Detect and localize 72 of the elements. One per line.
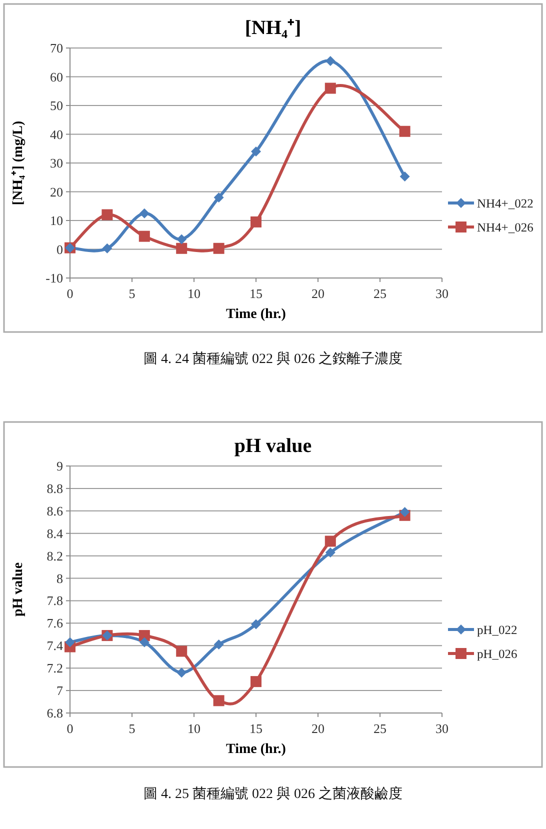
point [250, 216, 262, 228]
x-tick-label: 20 [312, 286, 324, 301]
point [324, 536, 336, 547]
y-tick-label: -10 [46, 270, 63, 286]
point [213, 695, 224, 706]
point [176, 242, 188, 254]
x-tick-label: 20 [312, 721, 324, 736]
y-tick-label: 30 [50, 156, 63, 170]
y-tick-label: 7.6 [46, 616, 64, 631]
point [176, 646, 188, 657]
y-tick-label: 9 [56, 458, 63, 474]
point [138, 230, 150, 242]
x-tick-label: 15 [250, 286, 262, 301]
y-axis-title: [NH₄⁺] (mg/L) [11, 120, 26, 206]
x-tick-label: 25 [374, 721, 386, 736]
chart-title: [NH₄⁺] [244, 17, 302, 39]
legend-label: pH_022 [477, 623, 518, 637]
y-tick-label: 60 [50, 69, 63, 84]
y-tick-label: 10 [50, 213, 63, 228]
legend-label: NH4+_022 [477, 196, 534, 210]
caption: 圖 4. 25 菌種編號 022 與 026 之菌液酸鹼度 [144, 786, 402, 802]
point [139, 208, 150, 218]
y-tick-label: 20 [50, 184, 63, 200]
chart-title: pH value [234, 435, 312, 457]
point [214, 192, 224, 202]
x-tick-label: 0 [66, 286, 74, 301]
x-tick-label: 10 [188, 286, 200, 301]
y-tick-label: 7.4 [46, 638, 64, 654]
x-axis-title: Time (hr.) [226, 742, 286, 757]
x-tick-label: 30 [436, 286, 448, 301]
point [139, 637, 150, 648]
y-tick-label: 8 [56, 570, 63, 586]
x-tick-label: 15 [250, 721, 262, 736]
point [400, 507, 410, 518]
point [214, 640, 224, 650]
point [65, 637, 75, 648]
y-tick-label: 6.8 [46, 706, 63, 720]
x-tick-label: 5 [128, 721, 136, 736]
y-tick-label: 8.8 [46, 480, 63, 496]
y-tick-label: 8.4 [46, 526, 64, 541]
x-tick-label: 30 [436, 721, 448, 736]
y-axis-title: pH value [11, 562, 26, 617]
y-tick-label: 40 [50, 126, 63, 142]
legend-label: NH4+_026 [477, 220, 534, 234]
x-tick-label: 0 [66, 721, 74, 736]
point [324, 82, 336, 94]
point [176, 668, 187, 678]
point [213, 242, 224, 254]
point [250, 676, 262, 688]
y-tick-label: 50 [50, 98, 63, 113]
x-tick-label: 10 [188, 721, 200, 736]
point [400, 172, 410, 182]
x-tick-label: 5 [128, 286, 136, 301]
point [251, 146, 261, 156]
legend-label: pH_026 [477, 647, 518, 661]
y-tick-label: 0 [56, 242, 63, 257]
point [102, 209, 113, 220]
x-axis-title: Time (hr.) [226, 307, 286, 322]
point [325, 56, 336, 66]
point [325, 547, 336, 558]
caption: 圖 4. 24 菌種編號 022 與 026 之銨離子濃度 [144, 351, 402, 367]
point [176, 234, 187, 244]
point [102, 243, 112, 254]
point [251, 619, 261, 630]
y-tick-label: 8.6 [46, 503, 64, 518]
y-tick-label: 7.2 [46, 660, 63, 676]
point [399, 126, 410, 137]
x-tick-label: 25 [374, 286, 386, 301]
y-tick-label: 7 [56, 683, 64, 698]
y-tick-label: 70 [50, 40, 63, 56]
y-tick-label: 7.8 [46, 593, 63, 608]
y-tick-label: 8.2 [46, 548, 63, 564]
